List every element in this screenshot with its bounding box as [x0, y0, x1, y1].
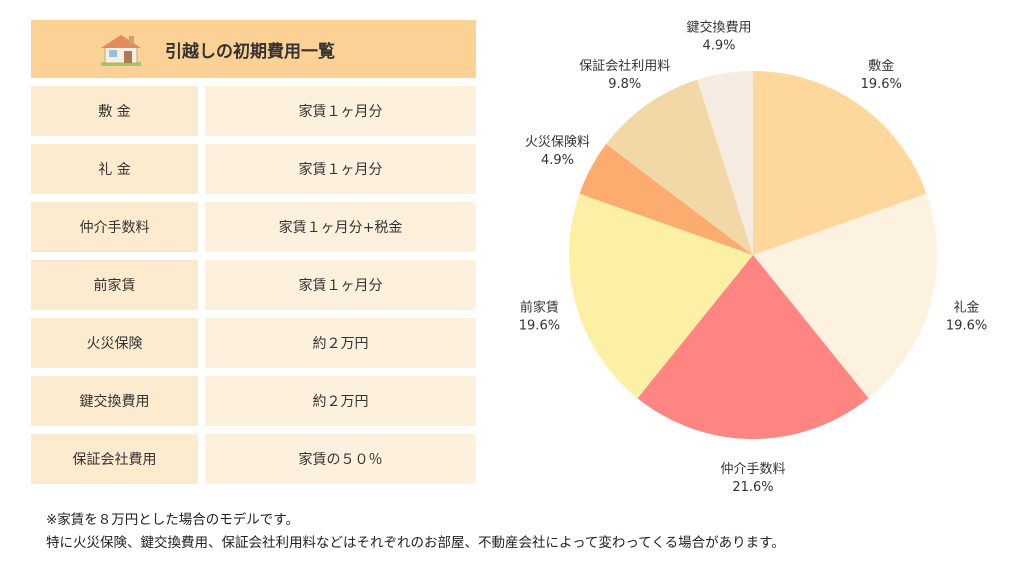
pie-slice	[753, 193, 937, 399]
table-row: 火災保険 約２万円	[31, 318, 476, 368]
footnotes: ※家賃を８万円とした場合のモデルです。 特に火災保険、鍵交換費用、保証会社利用料…	[46, 509, 785, 555]
row-value: 家賃１ヶ月分	[205, 260, 476, 310]
row-value: 約２万円	[205, 376, 476, 426]
footnote-line-1: ※家賃を８万円とした場合のモデルです。	[46, 512, 299, 528]
slice-label: 火災保険料	[525, 135, 590, 150]
slice-percent-label: 9.8%	[608, 77, 641, 92]
row-value: 家賃の５０％	[205, 434, 476, 484]
row-label: 鍵交換費用	[31, 376, 198, 426]
row-value: 約２万円	[205, 318, 476, 368]
pie-slice	[569, 193, 753, 399]
slice-label: 敷金	[868, 58, 894, 74]
table-header: 引越しの初期費用一覧	[31, 20, 476, 78]
slice-label: 保証会社利用料	[579, 58, 670, 74]
pie-slice	[753, 71, 927, 255]
row-label: 礼 金	[31, 144, 198, 194]
table-row: 仲介手数料 家賃１ヶ月分+税金	[31, 202, 476, 252]
house-icon	[101, 35, 141, 66]
slice-percent-label: 19.6%	[861, 77, 902, 92]
slice-label: 鍵交換費用	[686, 20, 751, 36]
row-value: 家賃１ヶ月分	[205, 86, 476, 136]
slice-percent-label: 4.9%	[702, 39, 735, 54]
slice-percent-label: 21.6%	[732, 480, 773, 495]
cost-table: 引越しの初期費用一覧 敷 金家賃１ヶ月分礼 金家賃１ヶ月分 仲介手数料 家賃１ヶ月分…	[31, 20, 476, 484]
row-label: 火災保険	[31, 318, 198, 368]
row-value: 家賃１ヶ月分+税金	[205, 202, 476, 252]
slice-percent-label: 4.9%	[541, 153, 574, 168]
table-row: 礼 金家賃１ヶ月分	[31, 144, 476, 194]
pie-slice	[697, 71, 753, 255]
slice-label: 礼金	[954, 300, 980, 316]
pie-slice	[606, 79, 753, 256]
pie-slice	[637, 255, 869, 439]
table-title: 引越しの初期費用一覧	[165, 41, 335, 62]
row-label: 前家賃	[31, 260, 198, 310]
row-label: 敷 金	[31, 86, 198, 136]
row-label: 保証会社費用	[31, 434, 198, 484]
row-value: 家賃１ヶ月分	[205, 144, 476, 194]
row-label: 仲介手数料	[31, 202, 198, 252]
slice-label: 前家賃	[520, 300, 559, 316]
cost-pie-chart: 敷金 19.6% 礼金 19.6% 仲介手数料 21.6% 前家賃 19.6% 火災保険料 4.9…	[519, 20, 987, 495]
pie-slice	[579, 144, 753, 255]
slice-percent-label: 19.6%	[519, 319, 560, 334]
table-row: 保証会社費用 家賃の５０％	[31, 434, 476, 484]
table-row: 前家賃 家賃１ヶ月分	[31, 260, 476, 310]
slice-percent-label: 19.6%	[946, 319, 987, 334]
slice-label: 仲介手数料	[720, 462, 785, 477]
table-row: 敷 金家賃１ヶ月分	[31, 86, 476, 136]
footnote-line-2: 特に火災保険、鍵交換費用、保証会社利用料などはそれぞれのお部屋、不動産会社によっ…	[46, 535, 785, 551]
table-row: 鍵交換費用 約２万円	[31, 376, 476, 426]
